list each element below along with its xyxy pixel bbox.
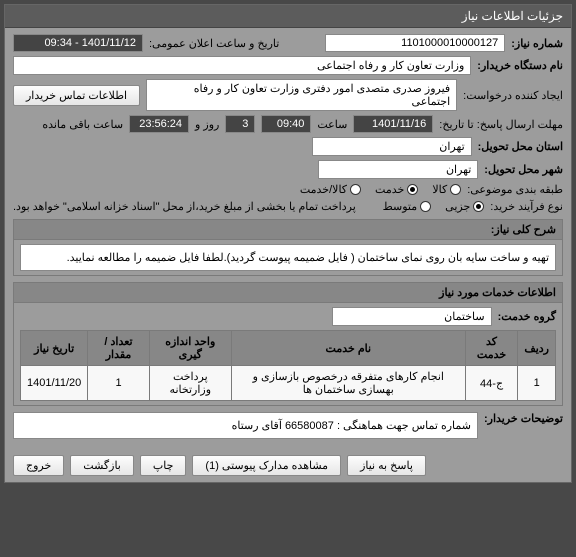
panel-title: جزئیات اطلاعات نیاز — [5, 5, 571, 28]
description-panel: شرح کلی نیاز: تهیه و ساخت سایه بان روی ن… — [13, 219, 563, 276]
description-text: تهیه و ساخت سایه بان روی نمای ساختمان ( … — [20, 244, 556, 271]
col-name: نام خدمت — [231, 331, 465, 366]
city-label: شهر محل تحویل: — [484, 163, 563, 176]
requester-value: فیروز صدری متصدی امور دفتری وزارت تعاون … — [146, 79, 457, 111]
contact-info-button[interactable]: اطلاعات تماس خریدار — [13, 85, 140, 106]
subject-cat-group: کالا خدمت کالا/خدمت — [300, 183, 461, 196]
col-qty: تعداد / مقدار — [88, 331, 149, 366]
attachments-button[interactable]: مشاهده مدارک پیوستی (1) — [192, 455, 341, 476]
subject-cat-label: طبقه بندی موضوعی: — [467, 183, 563, 196]
col-code: کد خدمت — [465, 331, 518, 366]
cell-unit: پرداخت وزارتخانه — [149, 366, 231, 401]
group-value: ساختمان — [332, 307, 492, 326]
services-table: ردیف کد خدمت نام خدمت واحد اندازه گیری ت… — [20, 330, 556, 401]
cell-name: انجام کارهای متفرقه درخصوص بازسازی و بهس… — [231, 366, 465, 401]
province-value: تهران — [312, 137, 472, 156]
countdown-value: 23:56:24 — [129, 115, 189, 133]
remain-label: ساعت باقی مانده — [42, 118, 123, 131]
col-row: ردیف — [518, 331, 556, 366]
buyer-value: وزارت تعاون کار و رفاه اجتماعی — [13, 56, 471, 75]
proc-type-label: نوع فرآیند خرید: — [490, 200, 563, 213]
reply-button[interactable]: پاسخ به نیاز — [347, 455, 426, 476]
buyer-label: نام دستگاه خریدار: — [477, 59, 563, 72]
action-bar: پاسخ به نیاز مشاهده مدارک پیوستی (1) چاپ… — [5, 449, 571, 482]
services-panel: اطلاعات خدمات مورد نیاز گروه خدمت: ساختم… — [13, 282, 563, 406]
cell-code: ج-44 — [465, 366, 518, 401]
deadline-date: 1401/11/16 — [353, 115, 433, 133]
need-details-panel: جزئیات اطلاعات نیاز شماره نیاز: 11010000… — [4, 4, 572, 483]
col-date: تاریخ نیاز — [21, 331, 88, 366]
opt-both[interactable]: کالا/خدمت — [300, 183, 361, 196]
cell-qty: 1 — [88, 366, 149, 401]
announce-label: تاریخ و ساعت اعلان عمومی: — [149, 37, 279, 50]
cell-row: 1 — [518, 366, 556, 401]
days-value: 3 — [225, 115, 255, 133]
opt-service[interactable]: خدمت — [375, 183, 418, 196]
days-label: روز و — [195, 118, 219, 131]
opt-minor[interactable]: جزیی — [445, 200, 484, 213]
print-button[interactable]: چاپ — [140, 455, 187, 476]
proc-type-group: جزیی متوسط — [383, 200, 485, 213]
city-value: تهران — [318, 160, 478, 179]
buyer-notes-value: شماره تماس جهت هماهنگی : 66580087 آقای ر… — [13, 412, 478, 439]
time-label-1: ساعت — [317, 118, 347, 131]
group-label: گروه خدمت: — [498, 310, 556, 323]
services-header: اطلاعات خدمات مورد نیاز — [14, 283, 562, 303]
buyer-notes-label: توضیحات خریدار: — [484, 412, 563, 425]
col-unit: واحد اندازه گیری — [149, 331, 231, 366]
description-header: شرح کلی نیاز: — [14, 220, 562, 240]
announce-value: 1401/11/12 - 09:34 — [13, 34, 143, 52]
opt-medium[interactable]: متوسط — [383, 200, 432, 213]
need-number-label: شماره نیاز: — [511, 37, 563, 50]
province-label: استان محل تحویل: — [478, 140, 563, 153]
deadline-time: 09:40 — [261, 115, 311, 133]
deadline-label: مهلت ارسال پاسخ: تا تاریخ: — [439, 118, 563, 131]
cell-date: 1401/11/20 — [21, 366, 88, 401]
proc-note: پرداخت تمام یا بخشی از مبلغ خرید،از محل … — [13, 200, 356, 213]
requester-label: ایجاد کننده درخواست: — [463, 89, 563, 102]
exit-button[interactable]: خروج — [13, 455, 64, 476]
opt-goods[interactable]: کالا — [432, 183, 461, 196]
back-button[interactable]: بازگشت — [70, 455, 134, 476]
need-number-value: 1101000010000127 — [325, 34, 505, 52]
table-row[interactable]: 1 ج-44 انجام کارهای متفرقه درخصوص بازساز… — [21, 366, 556, 401]
panel-body: شماره نیاز: 1101000010000127 تاریخ و ساع… — [5, 28, 571, 449]
